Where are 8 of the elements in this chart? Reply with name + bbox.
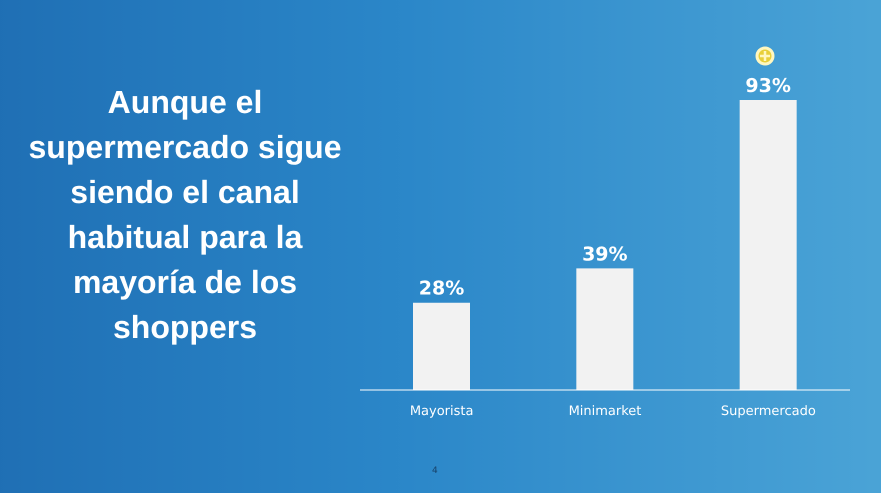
data-label: 39%	[582, 243, 628, 266]
data-label: 93%	[745, 75, 791, 97]
x-tick-label: Supermercado	[720, 404, 816, 420]
x-tick-label: Mayorista	[410, 404, 474, 420]
text: 4	[432, 466, 438, 476]
data-label: 28%	[418, 278, 464, 300]
text: Aunque el supermercado sigue siendo el canal habitual para la mayoría de los shoppers	[28, 83, 342, 347]
x-tick-label: Minimarket	[568, 404, 642, 420]
